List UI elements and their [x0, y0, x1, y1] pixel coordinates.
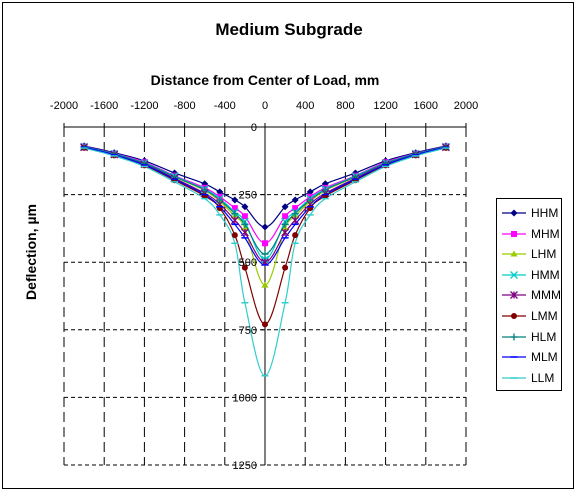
- data-point-hlm: [201, 186, 209, 194]
- x-tick-label: -1200: [130, 100, 158, 112]
- legend-label: LHM: [531, 247, 557, 262]
- x-tick-label: -400: [214, 100, 236, 112]
- data-point-hlm: [291, 210, 299, 218]
- data-point-mmm: [230, 216, 239, 225]
- legend-swatch: [502, 250, 526, 257]
- legend-swatch: [502, 313, 526, 319]
- chart-legend: HHM MHM LHM HMM MMM LMM HLM MLM LLM: [496, 198, 562, 391]
- legend-item-mmm: MMM: [497, 285, 563, 305]
- x-tick-label: 400: [296, 100, 314, 112]
- legend-swatch: [502, 270, 526, 279]
- axes: [63, 123, 467, 466]
- legend-item-hhm: HHM: [497, 203, 563, 223]
- data-point-hlm: [216, 196, 224, 204]
- data-point-hhm: [281, 203, 289, 211]
- y-tick-label: 250: [239, 190, 257, 202]
- data-point-lmm: [262, 321, 268, 328]
- y-tick-label: 500: [239, 257, 257, 269]
- legend-item-lmm: LMM: [497, 306, 563, 326]
- legend-marker: [510, 250, 518, 257]
- legend-marker: [511, 230, 517, 237]
- data-point-mhm: [241, 213, 248, 220]
- legend-item-lhm: LHM: [497, 244, 563, 264]
- data-point-hhm: [216, 188, 224, 196]
- legend-label: LLM: [531, 370, 555, 385]
- data-point-hhm: [241, 203, 249, 211]
- x-tick-label: -2000: [50, 100, 78, 112]
- data-point-mhm: [292, 205, 299, 212]
- tick-labels: -2000 -1600 -1200 -800 -400 0 400 800 1200 1600 20…: [50, 100, 478, 472]
- legend-item-llm: LLM: [497, 368, 563, 388]
- chart-title: Medium Subgrade: [215, 20, 363, 39]
- data-point-hhm: [291, 196, 299, 204]
- data-point-hlm: [231, 210, 239, 218]
- legend-label: MMM: [531, 288, 561, 303]
- x-tick-label: 800: [336, 100, 354, 112]
- legend-label: MLM: [531, 350, 558, 365]
- data-point-hlm: [241, 220, 249, 228]
- data-point-hhm: [306, 188, 314, 196]
- data-point-lmm: [241, 264, 248, 271]
- data-point-hlm: [306, 196, 314, 204]
- legend-label: HLM: [531, 329, 557, 344]
- legend-label: LMM: [531, 309, 558, 323]
- x-tick-label: -800: [174, 100, 196, 112]
- data-point-hlm: [321, 186, 329, 194]
- x-axis-title: Distance from Center of Load, mm: [150, 72, 380, 88]
- data-point-hhm: [261, 223, 269, 231]
- legend-item-mhm: MHM: [497, 224, 563, 244]
- data-point-mhm: [282, 213, 289, 220]
- grid-lines: [63, 127, 467, 466]
- data-point-mmm: [291, 216, 300, 225]
- data-point-hlm: [261, 250, 269, 258]
- legend-swatch: [502, 356, 526, 358]
- data-point-lhm: [241, 224, 249, 231]
- y-tick-label: 0: [251, 122, 257, 134]
- legend-label: HHM: [531, 206, 559, 220]
- legend-swatch: [502, 333, 526, 341]
- legend-swatch: [502, 230, 526, 237]
- legend-label: MHM: [531, 226, 560, 241]
- legend-marker: [510, 333, 518, 341]
- legend-marker: [510, 291, 518, 300]
- data-point-mhm: [231, 205, 238, 212]
- legend-item-hlm: HLM: [497, 327, 563, 347]
- legend-swatch: [502, 377, 526, 379]
- legend-item-hmm: HMM: [497, 265, 563, 285]
- data-point-lhm: [281, 224, 289, 231]
- y-tick-label: 1250: [233, 460, 257, 472]
- data-point-lhm: [261, 281, 269, 288]
- x-tick-label: 1200: [373, 100, 397, 112]
- x-tick-label: 0: [262, 100, 268, 112]
- legend-swatch: [502, 291, 526, 300]
- x-tick-label: -1600: [90, 100, 118, 112]
- data-point-lmm: [231, 232, 238, 239]
- legend-label: HMM: [531, 267, 560, 282]
- legend-marker: [510, 209, 518, 217]
- series-markers: [80, 142, 450, 377]
- legend-marker: [510, 270, 518, 279]
- legend-marker: [511, 313, 517, 319]
- legend-item-mlm: MLM: [497, 347, 563, 367]
- chart-frame: [2, 2, 574, 489]
- legend-swatch: [502, 209, 526, 217]
- data-point-mmm: [240, 228, 249, 237]
- y-tick-label: 1000: [233, 392, 257, 404]
- data-point-mmm: [281, 228, 290, 237]
- data-point-mhm: [262, 240, 268, 247]
- y-tick-label: 750: [239, 325, 257, 337]
- x-tick-label: 2000: [454, 100, 478, 112]
- data-point-lmm: [292, 232, 299, 239]
- data-point-hhm: [231, 196, 239, 204]
- x-tick-label: 1600: [414, 100, 438, 112]
- data-point-lmm: [282, 264, 289, 271]
- data-point-hlm: [281, 220, 289, 228]
